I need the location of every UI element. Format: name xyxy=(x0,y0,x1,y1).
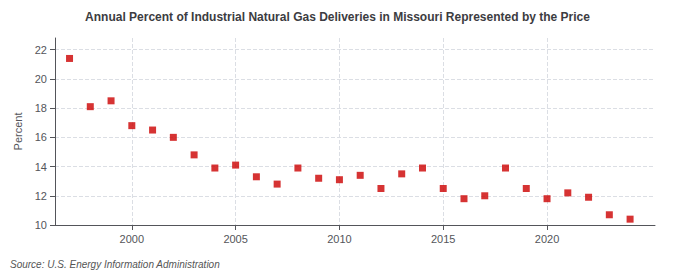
svg-text:22: 22 xyxy=(35,44,47,56)
svg-text:16: 16 xyxy=(35,131,47,143)
svg-text:20: 20 xyxy=(35,73,47,85)
svg-text:14: 14 xyxy=(35,161,47,173)
svg-text:Source: U.S. Energy Informatio: Source: U.S. Energy Information Administ… xyxy=(10,259,220,270)
svg-text:Percent: Percent xyxy=(12,113,24,151)
svg-text:12: 12 xyxy=(35,190,47,202)
svg-text:2005: 2005 xyxy=(223,233,247,245)
svg-text:2000: 2000 xyxy=(120,233,144,245)
svg-text:18: 18 xyxy=(35,102,47,114)
svg-text:2020: 2020 xyxy=(535,233,559,245)
svg-text:2015: 2015 xyxy=(431,233,455,245)
svg-text:2010: 2010 xyxy=(327,233,351,245)
svg-text:Annual Percent of Industrial N: Annual Percent of Industrial Natural Gas… xyxy=(85,10,590,24)
svg-text:10: 10 xyxy=(35,219,47,231)
